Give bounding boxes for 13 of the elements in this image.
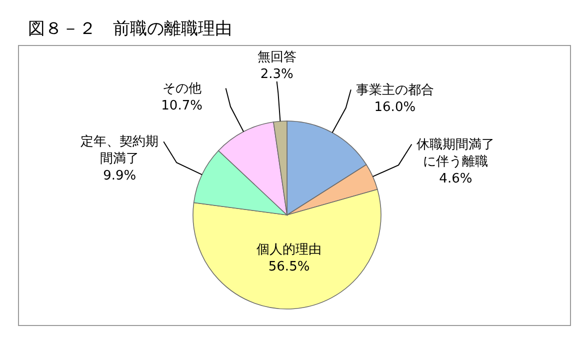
data-label: 56.5% <box>268 260 310 275</box>
data-label: 2.3% <box>260 66 294 82</box>
data-label: 9.9% <box>103 168 136 184</box>
data-label: 4.6% <box>439 171 472 186</box>
slice-label: 休職期間満了に伴う離職 <box>416 137 495 170</box>
slice-label: 定年、契約期間満了 <box>80 134 159 167</box>
chart-title: 図８－２ 前職の離職理由 <box>28 19 232 39</box>
data-label: 16.0% <box>374 100 416 116</box>
slice-label: その他 <box>162 82 202 97</box>
slice-label: 事業主の都合 <box>356 82 434 98</box>
data-label: 10.7% <box>161 98 202 114</box>
slice-label: 無回答 <box>257 50 296 65</box>
slice-label: 個人的理由 <box>256 242 322 258</box>
